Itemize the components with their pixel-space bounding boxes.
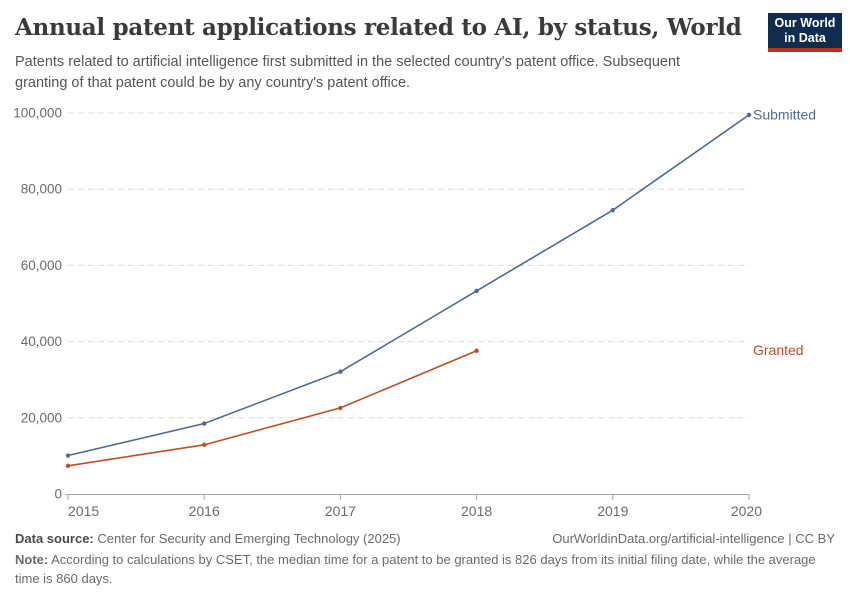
y-tick-label: 80,000 [21, 182, 62, 197]
data-point-granted-2018 [474, 348, 479, 353]
footer-note: Note: According to calculations by CSET,… [15, 551, 835, 588]
data-point-submitted-2015 [65, 453, 71, 458]
series-label-submitted: Submitted [753, 106, 816, 122]
data-source-value: Center for Security and Emerging Technol… [93, 531, 401, 546]
y-tick-label: 20,000 [21, 410, 62, 425]
footer-note-label: Note: [15, 552, 49, 567]
y-tick-label: 40,000 [21, 334, 62, 349]
x-tick-label: 2019 [597, 503, 628, 519]
y-tick-label: 0 [54, 487, 62, 502]
owid-logo-line1: Our World [774, 15, 836, 30]
y-tick-label: 100,000 [13, 106, 62, 121]
owid-logo-line2: in Data [784, 30, 826, 45]
owid-url-link[interactable]: OurWorldinData.org/artificial-intelligen… [552, 531, 835, 546]
x-tick-label: 2016 [189, 503, 220, 519]
owid-logo[interactable]: Our World in Data [768, 13, 842, 52]
data-point-granted-2016 [202, 442, 207, 448]
footer-note-value: According to calculations by CSET, the m… [15, 552, 816, 586]
data-source-label: Data source: [15, 531, 94, 546]
data-point-granted-2015 [65, 463, 71, 469]
data-source-text: Data source: Center for Security and Eme… [15, 531, 401, 546]
page-title: Annual patent applications related to AI… [15, 14, 742, 41]
series-line-submitted [67, 114, 750, 457]
data-point-submitted-2016 [202, 421, 207, 426]
chart-subtitle: Patents related to artificial intelligen… [15, 54, 681, 91]
series-label-granted: Granted [753, 342, 804, 358]
data-point-submitted-2018 [474, 288, 479, 294]
data-point-submitted-2019 [610, 207, 615, 213]
data-point-submitted-2020 [746, 112, 752, 118]
footer-source-row: Data source: Center for Security and Eme… [15, 531, 835, 546]
y-tick-label: 60,000 [21, 258, 62, 273]
x-tick-label: 2015 [68, 503, 99, 519]
data-point-granted-2017 [338, 405, 343, 411]
x-tick-label: 2020 [731, 503, 762, 519]
series-line-granted [67, 350, 477, 467]
x-tick-label: 2017 [325, 503, 356, 519]
data-point-submitted-2017 [338, 369, 343, 374]
x-tick-label: 2018 [461, 503, 492, 519]
